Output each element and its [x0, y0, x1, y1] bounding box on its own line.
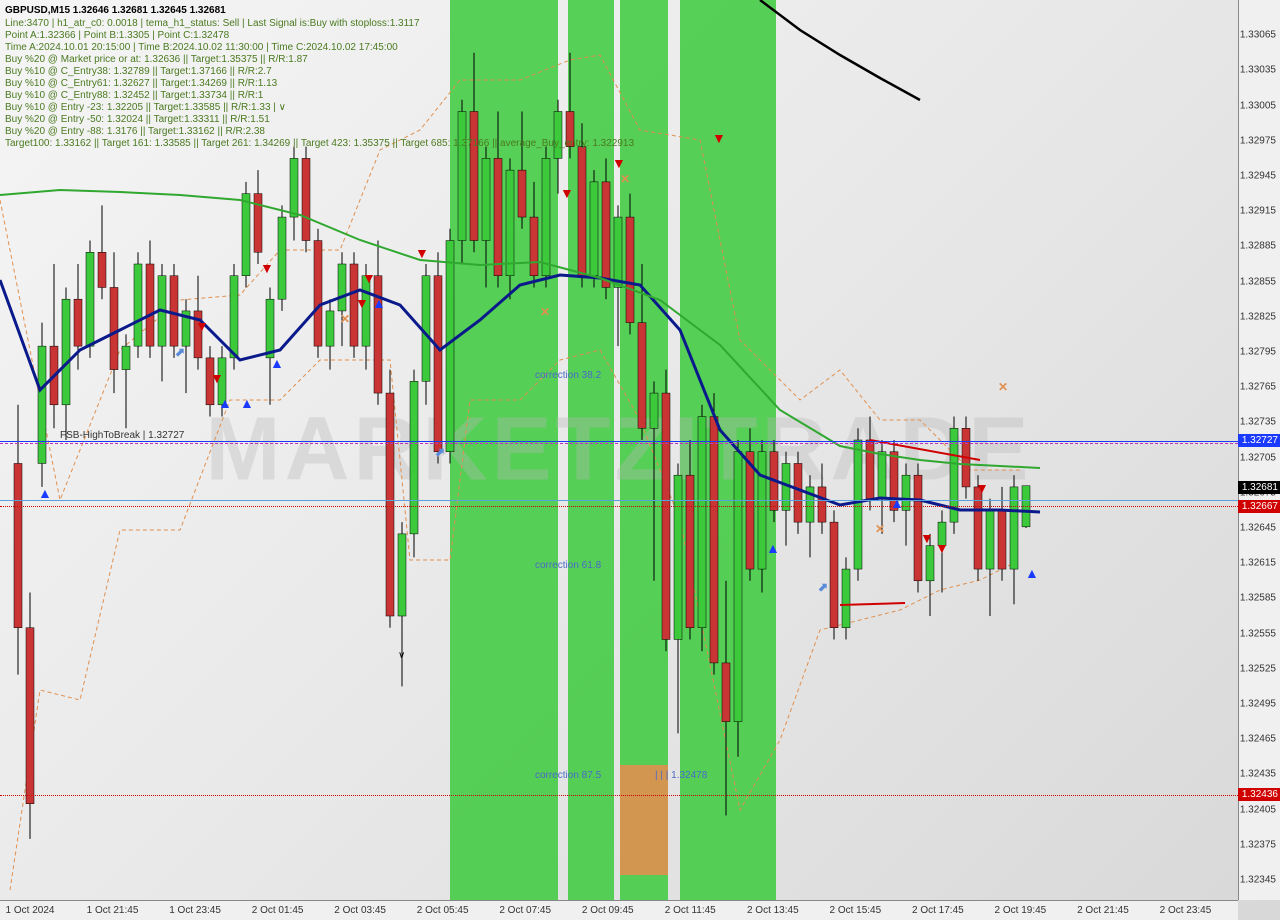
price-label: 1.32705	[1240, 452, 1276, 463]
price-label: 1.32765	[1240, 382, 1276, 393]
time-label: 2 Oct 19:45	[995, 905, 1047, 916]
up-blue-arrow: ▲	[1025, 565, 1039, 581]
down-red-arrow: ▼	[415, 245, 429, 261]
time-label: 2 Oct 21:45	[1077, 905, 1129, 916]
price-label: 1.32645	[1240, 523, 1276, 534]
time-label: 1 Oct 21:45	[87, 905, 139, 916]
chart-annotation: ∨	[398, 650, 405, 661]
price-label: 1.32945	[1240, 171, 1276, 182]
open-arrow: ⬈	[818, 580, 828, 594]
down-red-arrow: ▼	[362, 270, 376, 286]
time-label: 2 Oct 23:45	[1160, 905, 1212, 916]
info-line: Buy %10 @ C_Entry61: 1.32627 || Target:1…	[5, 78, 277, 89]
price-tag: 1.32436	[1238, 788, 1280, 801]
x-marker: ✕	[340, 312, 350, 326]
price-label: 1.32525	[1240, 663, 1276, 674]
time-label: 2 Oct 01:45	[252, 905, 304, 916]
time-label: 2 Oct 09:45	[582, 905, 634, 916]
price-label: 1.33065	[1240, 30, 1276, 41]
price-label: 1.32435	[1240, 769, 1276, 780]
price-label: 1.32615	[1240, 558, 1276, 569]
down-red-arrow: ▼	[975, 480, 989, 496]
time-label: 2 Oct 07:45	[499, 905, 551, 916]
price-label: 1.32465	[1240, 734, 1276, 745]
price-label: 1.32855	[1240, 276, 1276, 287]
info-line: Buy %10 @ Entry -23: 1.32205 || Target:1…	[5, 102, 286, 113]
down-red-arrow: ▼	[935, 540, 949, 556]
chart-annotation: | | | 1.32478	[655, 770, 707, 781]
info-line: Time A:2024.10.01 20:15:00 | Time B:2024…	[5, 42, 398, 53]
price-label: 1.32825	[1240, 311, 1276, 322]
price-label: 1.32795	[1240, 347, 1276, 358]
time-label: 1 Oct 2024	[6, 905, 55, 916]
price-label: 1.32555	[1240, 628, 1276, 639]
x-marker: ✕	[540, 305, 550, 319]
price-label: 1.33035	[1240, 65, 1276, 76]
info-line: Buy %20 @ Market price or at: 1.32636 ||…	[5, 54, 308, 65]
chart-annotation: correction 87.5	[535, 770, 601, 781]
down-red-arrow: ▼	[712, 130, 726, 146]
info-line: Buy %20 @ Entry -50: 1.32024 || Target:1…	[5, 114, 270, 125]
watermark: MARKETZITRADE	[206, 399, 1033, 502]
info-line: Point A:1.32366 | Point B:1.3305 | Point…	[5, 30, 229, 41]
chart-annotation: FSB-HighToBreak | 1.32727	[60, 430, 184, 441]
info-line: Target100: 1.33162 || Target 161: 1.3358…	[5, 138, 634, 149]
time-label: 2 Oct 03:45	[334, 905, 386, 916]
price-label: 1.33005	[1240, 100, 1276, 111]
x-marker: ✕	[998, 380, 1008, 394]
price-label: 1.32975	[1240, 135, 1276, 146]
time-label: 1 Oct 23:45	[169, 905, 221, 916]
chart-title: GBPUSD,M15 1.32646 1.32681 1.32645 1.326…	[5, 5, 226, 16]
up-blue-arrow: ▲	[38, 485, 52, 501]
price-label: 1.32495	[1240, 699, 1276, 710]
price-tag: 1.32681	[1238, 481, 1280, 494]
price-tag: 1.32667	[1238, 500, 1280, 513]
up-blue-arrow: ▲	[890, 495, 904, 511]
time-axis: 1 Oct 2024 1 Oct 21:45 1 Oct 23:45 2 Oct 01…	[0, 900, 1238, 920]
down-red-arrow: ▼	[920, 530, 934, 546]
price-label: 1.32405	[1240, 804, 1276, 815]
info-line: Buy %10 @ C_Entry88: 1.32452 || Target:1…	[5, 90, 263, 101]
chart-area[interactable]: MARKETZITRADE GBPUSD,M15 1.32646 1.32681…	[0, 0, 1238, 900]
price-tag: 1.32727	[1238, 434, 1280, 447]
price-label: 1.32345	[1240, 875, 1276, 886]
x-marker: ✕	[875, 522, 885, 536]
time-label: 2 Oct 11:45	[665, 905, 716, 916]
down-red-arrow: ▼	[260, 260, 274, 276]
down-red-arrow: ▼	[355, 295, 369, 311]
time-label: 2 Oct 17:45	[912, 905, 964, 916]
open-arrow: ⬈	[175, 345, 185, 359]
time-label: 2 Oct 15:45	[829, 905, 881, 916]
time-label: 2 Oct 13:45	[747, 905, 799, 916]
up-blue-arrow: ▲	[270, 355, 284, 371]
up-blue-arrow: ▲	[218, 395, 232, 411]
x-marker: ✕	[620, 172, 630, 186]
info-line: Buy %10 @ C_Entry38: 1.32789 || Target:1…	[5, 66, 272, 77]
price-label: 1.32585	[1240, 593, 1276, 604]
price-label: 1.32885	[1240, 241, 1276, 252]
open-arrow: ⬈	[435, 445, 445, 459]
info-line: Line:3470 | h1_atr_c0: 0.0018 | tema_h1_…	[5, 18, 420, 29]
down-red-arrow: ▼	[210, 370, 224, 386]
price-label: 1.32375	[1240, 839, 1276, 850]
up-blue-arrow: ▲	[240, 395, 254, 411]
price-label: 1.32735	[1240, 417, 1276, 428]
down-red-arrow: ▼	[612, 155, 626, 171]
info-line: Buy %20 @ Entry -88: 1.3176 || Target:1.…	[5, 126, 265, 137]
up-blue-arrow: ▲	[372, 295, 386, 311]
up-blue-arrow: ▲	[766, 540, 780, 556]
down-red-arrow: ▼	[560, 185, 574, 201]
chart-annotation: correction 38.2	[535, 370, 601, 381]
down-red-arrow: ▼	[195, 318, 209, 334]
price-label: 1.32915	[1240, 206, 1276, 217]
price-axis: 1.33065 1.33035 1.33005 1.32975 1.32945 1.329…	[1238, 0, 1280, 900]
chart-annotation: correction 61.8	[535, 560, 601, 571]
time-label: 2 Oct 05:45	[417, 905, 469, 916]
